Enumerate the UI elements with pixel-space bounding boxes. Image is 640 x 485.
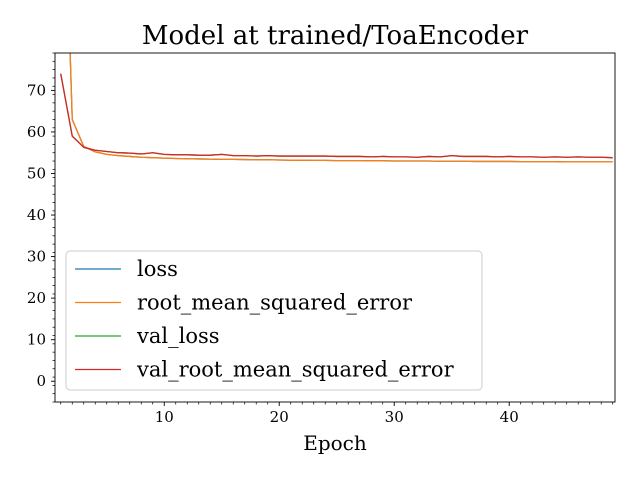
legend: loss root_mean_squared_error val_loss val_r…	[65, 250, 483, 391]
legend-box	[65, 250, 483, 391]
tick-layer: 10 20 30 40 0 10 20 30 40 50 60 70	[27, 52, 614, 426]
x-tick-label: 20	[270, 408, 289, 426]
y-tick-label: 40	[27, 206, 46, 224]
x-axis-label: Epoch	[303, 431, 367, 455]
x-tick-label: 10	[155, 408, 174, 426]
y-tick-label: 0	[36, 372, 46, 390]
series-line-val-root-mean-squared-error	[60, 73, 613, 159]
legend-label: val_root_mean_squared_error	[136, 358, 455, 382]
x-tick-label: 30	[385, 408, 404, 426]
y-tick-label: 70	[27, 81, 46, 99]
y-tick-label: 50	[27, 164, 46, 182]
y-tick-label: 10	[27, 331, 46, 349]
y-tick-label: 60	[27, 123, 46, 141]
y-tick-label: 30	[27, 248, 46, 266]
series-layer	[60, 53, 613, 163]
series-line-val-loss	[60, 73, 613, 159]
legend-label: loss	[137, 257, 178, 281]
y-tick-label: 20	[27, 289, 46, 307]
legend-label: val_loss	[136, 324, 220, 348]
chart-title: Model at trained/ToaEncoder	[142, 21, 529, 51]
series-line-root-mean-squared-error	[69, 53, 613, 163]
legend-label: root_mean_squared_error	[137, 291, 413, 315]
x-tick-label: 40	[500, 408, 519, 426]
